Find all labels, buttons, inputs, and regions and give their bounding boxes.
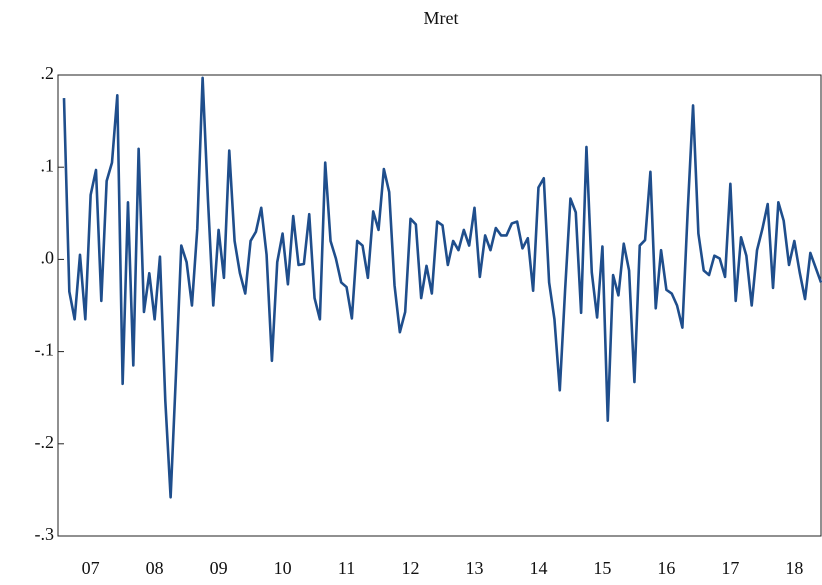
y-tick-label: .2	[41, 63, 55, 83]
y-tick-label: .0	[41, 248, 55, 268]
x-tick-label: 08	[146, 558, 164, 578]
x-tick-label: 10	[274, 558, 292, 578]
x-tick-label: 09	[210, 558, 228, 578]
x-tick-label: 11	[338, 558, 355, 578]
y-tick-label: .1	[41, 155, 55, 175]
x-tick-label: 16	[657, 558, 675, 578]
x-tick-label: 15	[593, 558, 611, 578]
x-tick-label: 07	[82, 558, 100, 578]
x-tick-label: 18	[785, 558, 803, 578]
x-tick-label: 17	[721, 558, 739, 578]
y-tick-label: -.3	[35, 524, 55, 544]
x-tick-label: 12	[402, 558, 420, 578]
data-line	[62, 76, 822, 499]
x-tick-label: 14	[529, 558, 547, 578]
y-tick-label: -.2	[35, 432, 55, 452]
y-tick-label: -.1	[35, 340, 55, 360]
chart-title: Mret	[424, 8, 459, 28]
plot-frame	[57, 74, 822, 537]
x-tick-label: 13	[465, 558, 483, 578]
